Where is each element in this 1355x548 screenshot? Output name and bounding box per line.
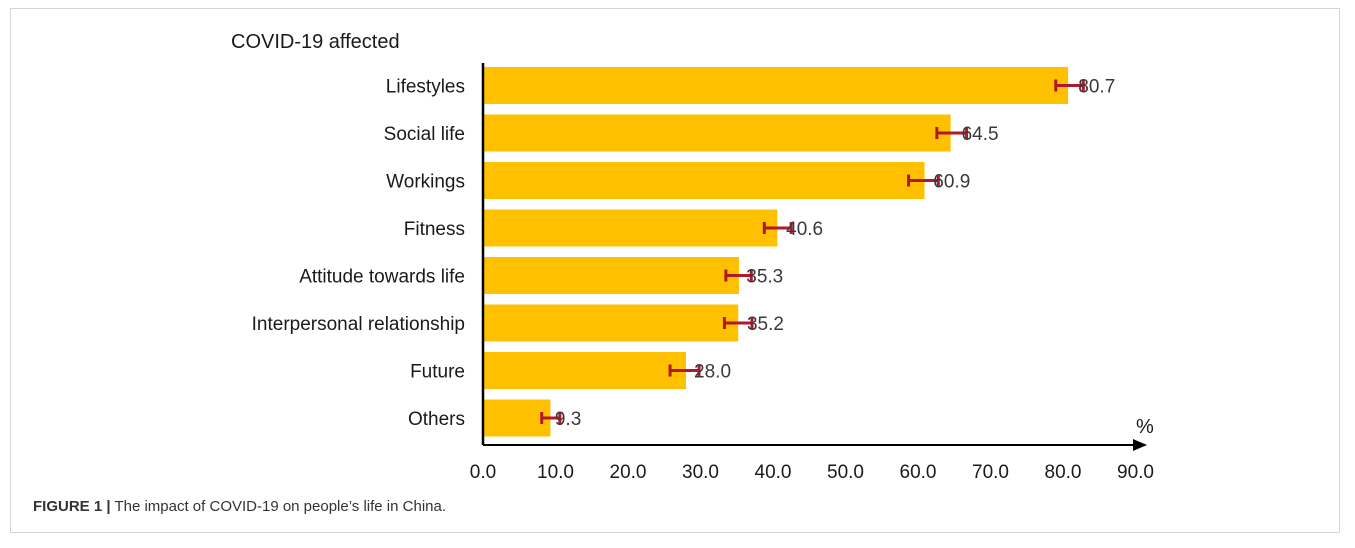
category-label: Fitness — [404, 219, 465, 240]
x-axis-arrow — [1133, 439, 1147, 451]
data-label: 40.6 — [786, 219, 823, 240]
x-tick-label: 10.0 — [537, 462, 574, 483]
category-label: Workings — [386, 172, 465, 193]
x-tick-label: 50.0 — [827, 462, 864, 483]
x-tick-label: 0.0 — [470, 462, 496, 483]
data-label: 60.9 — [933, 172, 970, 193]
x-tick-label: 90.0 — [1117, 462, 1154, 483]
x-tick-label: 40.0 — [755, 462, 792, 483]
data-label: 35.2 — [747, 314, 784, 335]
x-tick-label: 70.0 — [972, 462, 1009, 483]
bar — [483, 114, 951, 152]
bar — [483, 162, 925, 199]
data-label: 64.5 — [962, 124, 999, 145]
chart-title: COVID-19 affected — [231, 31, 400, 53]
bar-chart: COVID-19 affected Lifestyles 80.7 Social li… — [231, 31, 1154, 483]
category-label: Interpersonal relationship — [252, 314, 465, 335]
data-label: 9.3 — [555, 409, 581, 430]
category-label: Attitude towards life — [299, 267, 465, 288]
x-tick-label: 60.0 — [900, 462, 937, 483]
data-label: 80.7 — [1078, 77, 1115, 98]
bar — [483, 399, 551, 437]
bar — [483, 352, 686, 389]
x-tick-label: 20.0 — [610, 462, 647, 483]
bar — [483, 209, 778, 247]
figure-frame: COVID-19 affected Lifestyles 80.7 Social li… — [10, 8, 1340, 533]
bar — [483, 304, 739, 342]
bar — [483, 67, 1069, 104]
unit-label: % — [1136, 416, 1154, 438]
bar — [483, 257, 739, 294]
caption-text: The impact of COVID-19 on people’s life … — [110, 498, 447, 515]
data-label: 35.3 — [746, 267, 783, 288]
caption-label: FIGURE 1 | — [33, 498, 111, 515]
data-label: 28.0 — [694, 362, 731, 383]
figure-caption: FIGURE 1 | The impact of COVID-19 on peo… — [33, 498, 446, 515]
category-label: Lifestyles — [386, 77, 465, 98]
category-label: Others — [408, 409, 465, 430]
category-label: Social life — [384, 124, 465, 145]
category-label: Future — [410, 362, 465, 383]
x-tick-label: 30.0 — [682, 462, 719, 483]
x-tick-label: 80.0 — [1045, 462, 1082, 483]
